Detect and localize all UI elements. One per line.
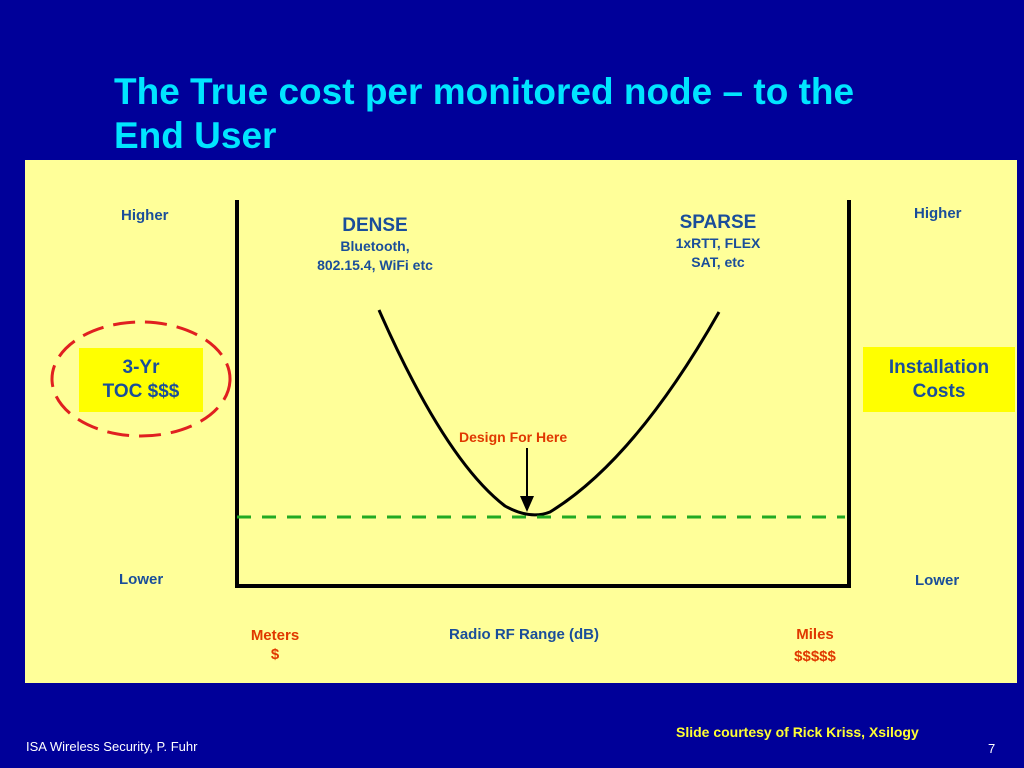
dense-line-1: Bluetooth, (340, 238, 410, 254)
x-axis-left-label: Meters $ (235, 626, 315, 664)
x-axis-low-cost: $ (270, 646, 280, 663)
footer-presenter: ISA Wireless Security, P. Fuhr (26, 739, 198, 754)
x-axis-high-cost: $$$$$ (794, 648, 836, 665)
highlight-circle (50, 320, 232, 438)
x-axis-miles: Miles (796, 626, 834, 643)
slide-title: The True cost per monitored node – to th… (114, 70, 974, 158)
sparse-line-2: SAT, etc (691, 254, 745, 270)
sparse-title: SPARSE (679, 212, 757, 233)
x-axis-right-label: Miles $$$$$ (775, 624, 855, 668)
x-axis-center-label: Radio RF Range (dB) (449, 626, 599, 643)
right-axis-higher-label: Higher (914, 205, 962, 222)
right-axis-lower-label: Lower (915, 572, 960, 589)
installation-box-line-2: Costs (912, 380, 966, 402)
left-axis-lower-label: Lower (119, 571, 164, 588)
slide-title-line-2: End User (114, 115, 277, 156)
installation-box-line-1: Installation (888, 356, 990, 378)
design-arrow-head (520, 496, 534, 512)
left-axis-higher-label: Higher (121, 207, 169, 224)
x-axis-meters: Meters (250, 627, 300, 644)
toc-box-line-2: TOC $$$ (102, 381, 180, 402)
dense-title: DENSE (342, 215, 408, 236)
dense-label-group: DENSE Bluetooth, 802.15.4, WiFi etc (285, 214, 465, 275)
toc-box: 3-Yr TOC $$$ (79, 348, 203, 412)
cost-curve (377, 309, 721, 517)
diagram-panel: Higher Lower Higher Lower 3-Yr TOC $$$ I… (25, 160, 1017, 683)
toc-box-line-1: 3-Yr (122, 357, 160, 378)
page-number: 7 (988, 741, 996, 756)
sparse-label-group: SPARSE 1xRTT, FLEX SAT, etc (648, 211, 788, 272)
slide-credit: Slide courtesy of Rick Kriss, Xsilogy (676, 724, 919, 740)
sparse-line-1: 1xRTT, FLEX (675, 235, 761, 251)
dense-line-2: 802.15.4, WiFi etc (317, 257, 433, 273)
installation-costs-box: Installation Costs (863, 347, 1015, 412)
cost-curve-diagram (50, 200, 851, 588)
design-for-here-label: Design For Here (459, 429, 568, 445)
slide-title-line-1: The True cost per monitored node – to th… (114, 71, 855, 112)
